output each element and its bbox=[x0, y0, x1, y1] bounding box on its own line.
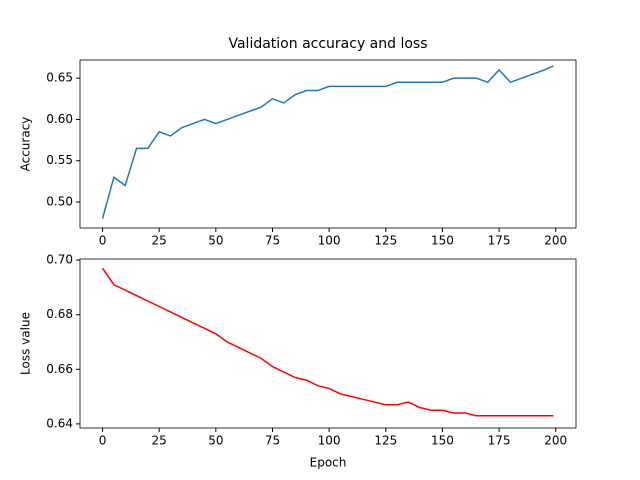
x-tick-label: 25 bbox=[152, 234, 167, 248]
x-tick-label: 25 bbox=[152, 434, 167, 448]
x-tick-label: 125 bbox=[374, 434, 397, 448]
y-tick-label: 0.66 bbox=[46, 362, 73, 376]
x-tick-label: 150 bbox=[431, 434, 454, 448]
x-tick-label: 50 bbox=[208, 234, 223, 248]
y-tick-label: 0.68 bbox=[46, 307, 73, 321]
data-line bbox=[101, 267, 554, 417]
x-tick-label: 50 bbox=[208, 434, 223, 448]
x-tick-label: 0 bbox=[99, 234, 107, 248]
y-axis-label: Accuracy bbox=[19, 117, 33, 172]
axes-frame bbox=[79, 59, 577, 229]
x-tick-label: 100 bbox=[318, 234, 341, 248]
x-tick-label: 75 bbox=[265, 234, 280, 248]
y-tick-label: 0.64 bbox=[46, 416, 73, 430]
x-tick-label: 0 bbox=[99, 434, 107, 448]
x-tick-label: 175 bbox=[488, 434, 511, 448]
x-tick-label: 175 bbox=[488, 234, 511, 248]
x-tick-label: 150 bbox=[431, 234, 454, 248]
x-tick-label: 75 bbox=[265, 434, 280, 448]
y-tick-label: 0.65 bbox=[46, 71, 73, 85]
y-axis-label: Loss value bbox=[19, 312, 33, 375]
x-tick-label: 100 bbox=[318, 434, 341, 448]
y-tick-label: 0.70 bbox=[46, 253, 73, 267]
x-tick-label: 125 bbox=[374, 234, 397, 248]
y-tick-label: 0.55 bbox=[46, 153, 73, 167]
axes-frame bbox=[79, 258, 577, 429]
y-tick-label: 0.50 bbox=[46, 194, 73, 208]
chart-title: Validation accuracy and loss bbox=[228, 36, 427, 52]
data-line bbox=[101, 65, 554, 219]
y-tick-label: 0.60 bbox=[46, 112, 73, 126]
x-axis-label: Epoch bbox=[310, 456, 347, 470]
x-tick-label: 200 bbox=[544, 234, 567, 248]
x-tick-label: 200 bbox=[544, 434, 567, 448]
